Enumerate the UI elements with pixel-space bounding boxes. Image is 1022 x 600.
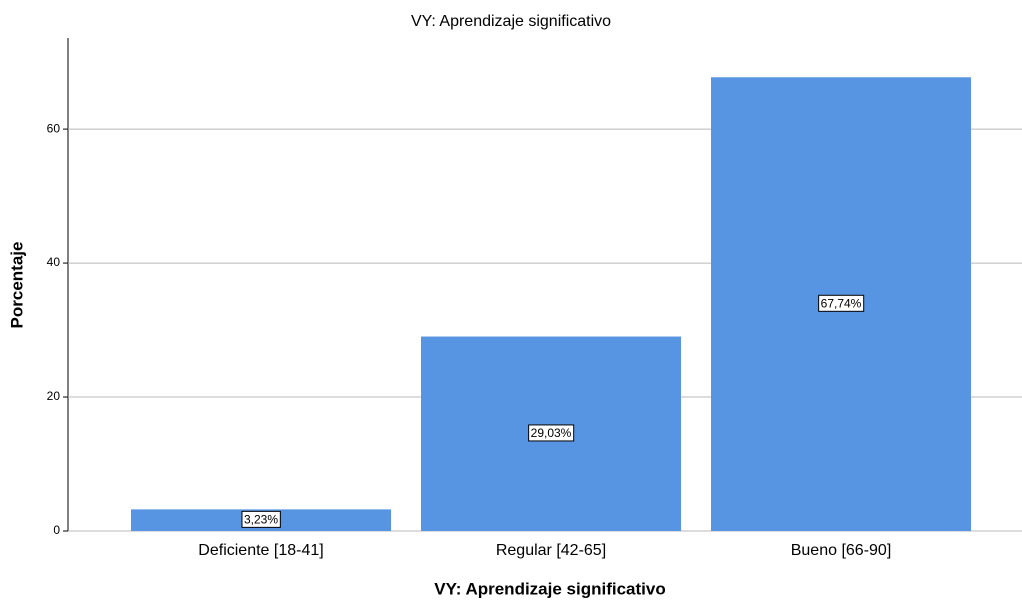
value-label-box (241, 510, 281, 528)
value-label-box (528, 424, 575, 442)
value-label: 67,74% (821, 296, 862, 310)
value-label: 29,03% (531, 426, 572, 440)
x-tick-label: Deficiente [18-41] (198, 542, 323, 559)
x-axis-label: VY: Aprendizaje significativo (434, 579, 665, 598)
x-tick-label: Bueno [66-90] (791, 542, 892, 559)
value-label-box (818, 294, 865, 312)
y-tick-label: 20 (47, 389, 61, 403)
y-tick-label: 60 (47, 121, 61, 135)
y-tick-label: 0 (53, 523, 60, 537)
x-tick-label: Regular [42-65] (496, 542, 606, 559)
value-label: 3,23% (244, 512, 278, 526)
chart-title: VY: Aprendizaje significativo (411, 13, 611, 30)
y-tick-label: 40 (47, 255, 61, 269)
y-axis-label: Porcentaje (7, 242, 26, 329)
